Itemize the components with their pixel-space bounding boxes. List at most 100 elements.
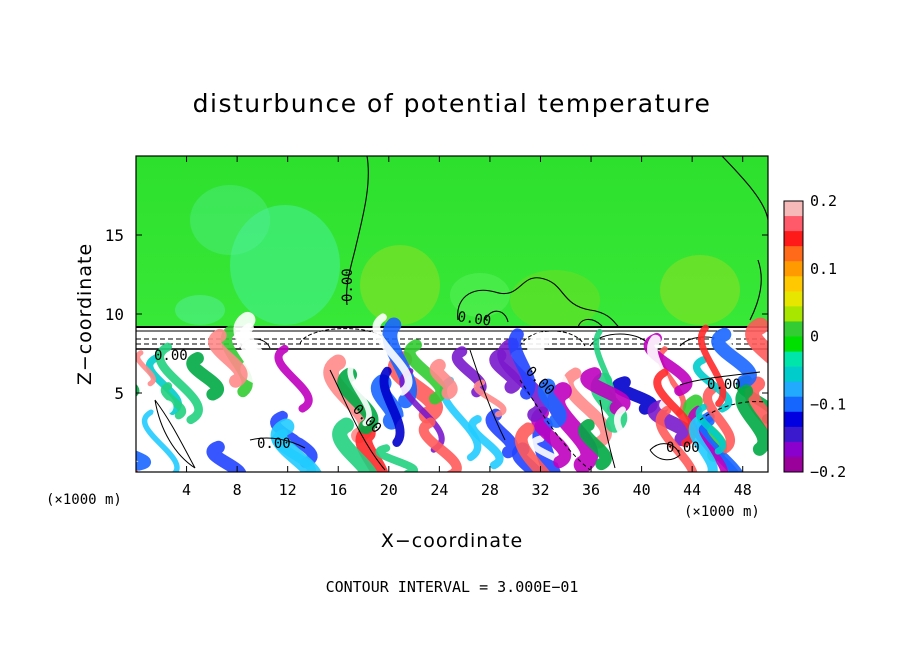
colorbar-swatch: [784, 411, 803, 428]
x-tick-label: 8: [233, 481, 242, 499]
y-axis-ticks: [136, 234, 768, 394]
turbulence-streak: [614, 406, 648, 472]
colorbar-swatch: [784, 216, 803, 232]
colorbar: 0.2 0.1 0 −0.1 −0.2: [783, 192, 846, 481]
x-axis-ticks: [186, 156, 744, 472]
lower-layer-streaks: [136, 311, 768, 472]
turbulence-streak: [375, 444, 419, 472]
turbulence-streak: [473, 379, 507, 418]
colorbar-swatch: [784, 201, 803, 217]
turbulence-streak: [702, 384, 735, 454]
turbulence-streak: [429, 358, 458, 400]
turbulence-streak: [274, 344, 313, 413]
turbulence-streak: [722, 397, 768, 472]
colorbar-swatch: [784, 231, 803, 247]
turbulence-streak: [404, 339, 447, 405]
x-unit-left: (×1000 m): [46, 492, 122, 508]
turbulence-streak: [136, 350, 156, 387]
colorbar-swatches: [784, 201, 803, 473]
colorbar-swatch: [784, 336, 803, 353]
y-axis-label: Z−coordinate: [74, 243, 96, 385]
turbulence-streak: [337, 367, 379, 435]
contour-label: 0.00: [257, 436, 291, 452]
turbulence-streak: [208, 328, 248, 388]
upper-contours: [346, 156, 768, 329]
turbulence-streak: [468, 414, 504, 470]
x-tick-label: 24: [430, 481, 448, 499]
contour-label: 0.00: [666, 440, 700, 456]
x-tick-label: 32: [531, 481, 549, 499]
colorbar-swatch: [784, 246, 803, 262]
y-tick-label: 5: [114, 384, 124, 403]
contour-label: 0.00: [340, 268, 356, 302]
colorbar-tick-label: 0.1: [810, 260, 837, 278]
contour-label: 0.00: [154, 348, 188, 364]
turbulence-streak: [186, 352, 224, 401]
contour-interval-footer: CONTOUR INTERVAL = 3.000E−01: [326, 578, 579, 596]
colorbar-swatch: [784, 456, 803, 473]
turbulence-streak: [489, 348, 522, 394]
turbulence-streak: [136, 450, 152, 471]
upper-layer-blobs: [175, 185, 740, 330]
x-tick-label: 40: [633, 481, 651, 499]
turbulence-streak: [695, 403, 727, 455]
x-tick-label: 48: [734, 481, 752, 499]
x-tick-label: 12: [279, 481, 297, 499]
colorbar-swatch: [784, 351, 803, 368]
turbulence-streak: [562, 367, 612, 449]
turbulence-streak: [136, 467, 139, 472]
colorbar-swatch: [784, 396, 803, 413]
x-tick-label: 44: [683, 481, 701, 499]
turbulence-streak: [379, 366, 405, 447]
turbulence-streak: [355, 424, 388, 472]
turbulence-streak: [578, 418, 612, 471]
y-tick-label: 15: [105, 226, 124, 245]
colorbar-swatch: [784, 276, 803, 292]
x-tick-labels: 4 8 12 16 20 24 28 32 36 40 44 48: [182, 481, 752, 499]
turbulence-streak: [687, 405, 728, 472]
colorbar-tick-label: 0: [810, 328, 819, 346]
colorbar-swatch: [784, 261, 803, 277]
x-tick-label: 36: [582, 481, 600, 499]
x-unit-right: (×1000 m): [684, 504, 760, 520]
turbulence-streak: [152, 400, 202, 472]
colorbar-swatch: [784, 321, 803, 337]
turbulence-streak: [270, 410, 318, 468]
chart-title: disturbunce of potential temperature: [193, 89, 712, 118]
colorbar-tick-label: −0.1: [810, 395, 846, 413]
turbulence-streak: [332, 417, 378, 472]
turbulence-streak: [418, 417, 462, 472]
plot-area: [136, 156, 768, 472]
y-tick-labels: 5 10 15: [105, 226, 124, 403]
x-axis-label: X−coordinate: [381, 530, 523, 552]
colorbar-swatch: [784, 441, 803, 458]
turbulence-streak: [155, 342, 203, 425]
contour-labels: 0.00 0.00 0.00 0.00 0.00 0.00 0.00 0.00: [154, 268, 741, 456]
turbulence-streak: [161, 382, 186, 420]
y-tick-label: 10: [105, 305, 124, 324]
x-tick-label: 20: [380, 481, 398, 499]
turbulence-streak: [372, 313, 413, 396]
colorbar-tick-label: 0.2: [810, 192, 837, 210]
turbulence-streak: [270, 418, 322, 472]
x-tick-label: 28: [481, 481, 499, 499]
turbulence-streak: [508, 328, 536, 400]
turbulence-streak: [537, 378, 567, 428]
colorbar-swatch: [784, 426, 803, 443]
turbulence-streak: [688, 416, 718, 472]
turbulence-streak: [745, 317, 768, 364]
contour-label: 0.00: [456, 309, 492, 330]
x-tick-label: 16: [329, 481, 347, 499]
turbulence-streak: [735, 384, 768, 456]
colorbar-swatch: [784, 291, 803, 307]
colorbar-frame: [783, 200, 804, 473]
turbulence-streak: [399, 368, 445, 453]
colorbar-swatch: [784, 366, 803, 383]
colorbar-swatch: [784, 306, 803, 322]
turbulence-streak: [692, 356, 733, 413]
contour-label: 0.00: [707, 377, 741, 393]
turbulence-streak: [647, 399, 696, 447]
lower-contours: [154, 349, 766, 471]
turbulence-streak: [711, 327, 757, 389]
